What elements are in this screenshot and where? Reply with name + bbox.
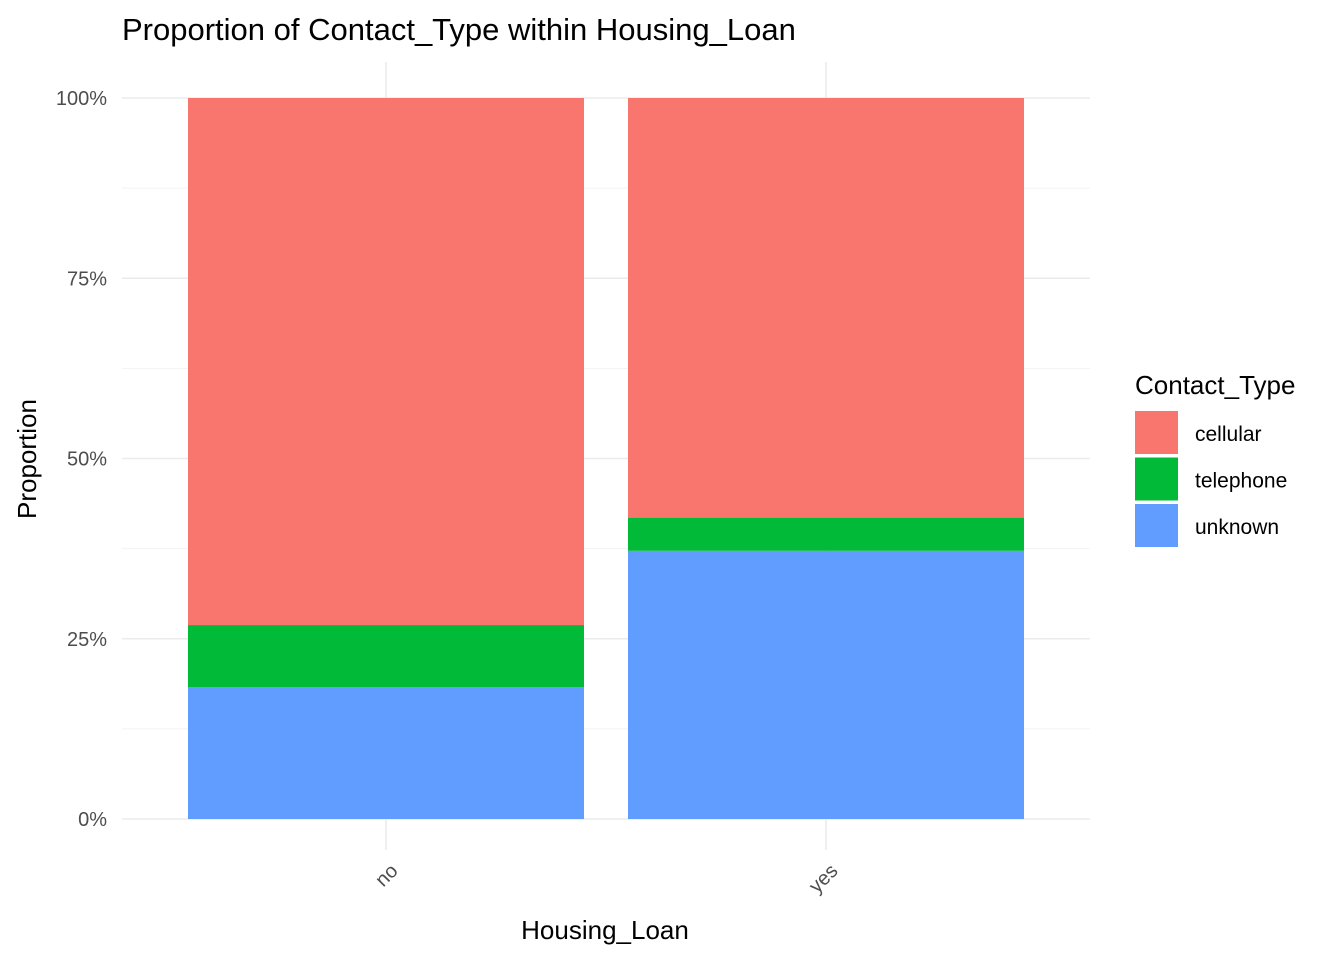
y-tick-label: 50% <box>67 449 107 471</box>
x-axis-ticks: no yes <box>371 860 842 898</box>
y-axis-ticks: 0% 25% 50% 75% 100% <box>56 88 107 831</box>
legend-label-telephone: telephone <box>1195 470 1287 493</box>
legend-key-cellular <box>1135 411 1178 454</box>
y-axis-title: Proportion <box>12 399 42 519</box>
legend: Contact_Type cellular telephone unknown <box>1135 370 1295 547</box>
bar-yes-cellular <box>628 98 1024 518</box>
bar-no-cellular <box>188 98 584 626</box>
x-axis-title: Housing_Loan <box>521 915 689 945</box>
bar-no-telephone <box>188 625 584 688</box>
y-tick-label: 0% <box>78 809 107 831</box>
bar-no-unknown <box>188 687 584 819</box>
legend-title: Contact_Type <box>1135 370 1295 400</box>
legend-key-telephone <box>1135 457 1178 501</box>
y-tick-label: 25% <box>67 629 107 651</box>
bar-yes-telephone <box>628 517 1024 551</box>
x-tick-label-yes: yes <box>805 860 843 898</box>
legend-key-unknown <box>1135 504 1178 547</box>
legend-label-unknown: unknown <box>1195 516 1279 539</box>
y-tick-label: 75% <box>67 268 107 290</box>
x-tick-label-no: no <box>371 860 402 891</box>
legend-label-cellular: cellular <box>1195 423 1262 446</box>
chart-title: Proportion of Contact_Type within Housin… <box>122 12 796 47</box>
y-tick-label: 100% <box>56 88 107 110</box>
bars <box>188 98 1024 819</box>
bar-yes-unknown <box>628 550 1024 819</box>
